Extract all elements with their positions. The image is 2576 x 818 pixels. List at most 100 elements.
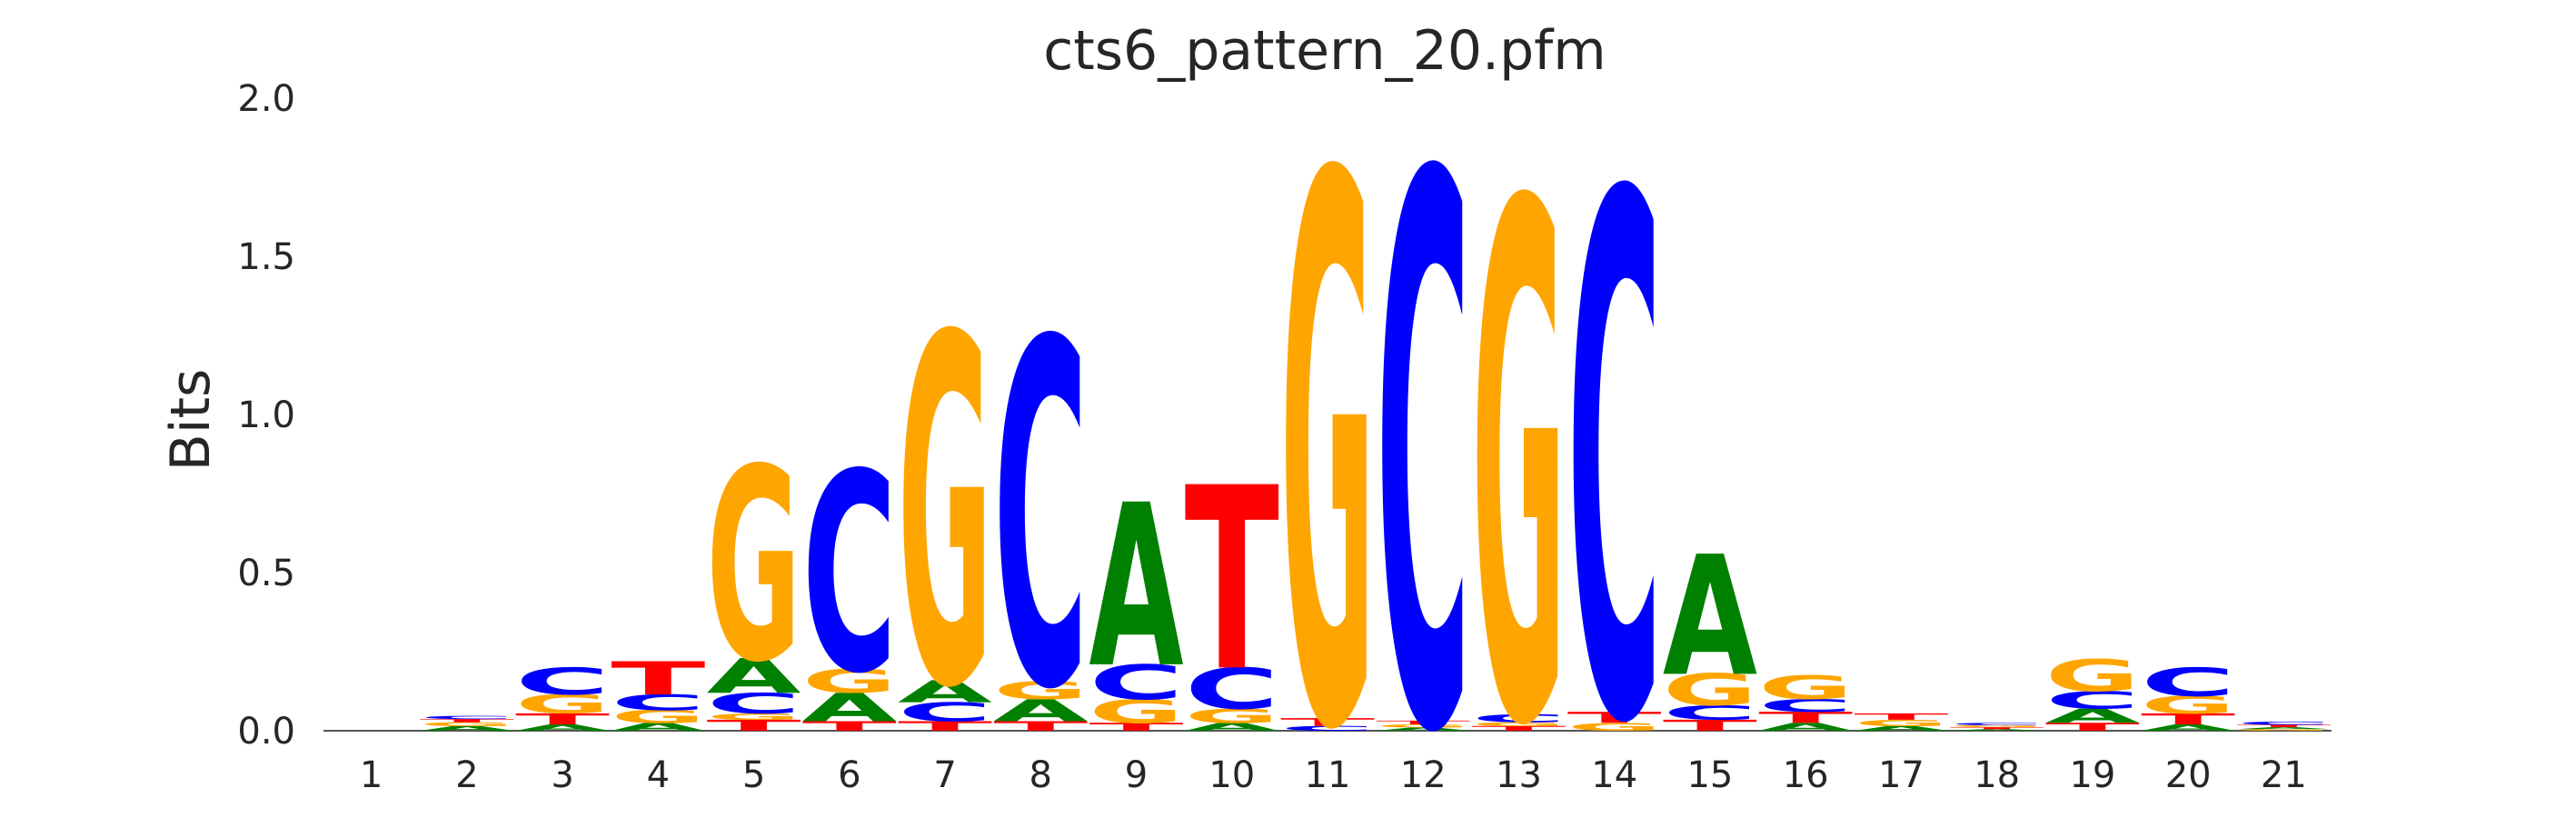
logo-letter-c: C <box>420 715 514 721</box>
logo-letter-t: T <box>1280 716 1375 729</box>
x-tick-label: 13 <box>1496 754 1542 796</box>
logo-letter-g: G <box>1758 669 1853 707</box>
logo-letter-g: G <box>1089 693 1183 731</box>
y-tick-label: 0.5 <box>237 553 295 594</box>
logo-letter-g: G <box>1567 721 1662 733</box>
y-axis-label: Bits <box>159 369 223 472</box>
logo-stack-position-14: GTC <box>1567 49 1662 818</box>
x-tick-label: 16 <box>1783 754 1829 796</box>
x-tick-label: 20 <box>2165 754 2212 796</box>
logo-letter-c: C <box>1567 49 1662 818</box>
logo-letter-a: A <box>1854 724 1949 732</box>
logo-letter-a: A <box>1089 457 1183 718</box>
logo-letter-t: T <box>993 719 1088 734</box>
logo-stack-position-17: AGT <box>1854 712 1949 733</box>
chart-title: cts6_pattern_20.pfm <box>1043 19 1606 83</box>
logo-letter-t: T <box>1854 712 1948 722</box>
logo-letter-g: G <box>1950 724 2044 728</box>
logo-letter-c: C <box>993 243 1088 793</box>
logo-letter-c: C <box>515 660 610 703</box>
logo-letter-t: T <box>1089 721 1183 733</box>
logo-letter-a: A <box>1663 521 1757 713</box>
logo-letter-a: A <box>993 693 1088 729</box>
logo-letter-g: G <box>706 712 801 722</box>
x-tick-label: 1 <box>360 754 383 796</box>
x-tick-label: 17 <box>1878 754 1925 796</box>
logo-letter-t: T <box>706 716 801 734</box>
logo-letter-c: C <box>1758 695 1853 715</box>
logo-letter-g: G <box>1854 718 1948 728</box>
logo-letter-g: G <box>611 707 705 727</box>
logo-letter-g: G <box>1280 23 1375 818</box>
logo-letter-t: T <box>1758 709 1853 727</box>
x-tick-label: 2 <box>455 754 478 796</box>
logo-letter-t: T <box>611 653 705 705</box>
logo-letter-t: T <box>2141 711 2235 729</box>
logo-letter-t: T <box>1663 716 1757 734</box>
logo-letter-g: G <box>2141 692 2235 720</box>
logo-letter-g: G <box>420 722 514 728</box>
logo-letter-t: T <box>1567 709 1662 727</box>
logo-letter-t: T <box>1950 727 2045 730</box>
logo-stack-position-11: CTG <box>1280 23 1375 818</box>
x-tick-label: 6 <box>838 754 860 796</box>
logo-letter-a: A <box>802 685 897 731</box>
x-tick-label: 11 <box>1305 754 1351 796</box>
logo-letter-g: G <box>1471 60 1566 818</box>
logo-letter-a: A <box>2236 727 2332 730</box>
logo-letter-c: C <box>2236 721 2331 726</box>
logo-letter-t: T <box>898 719 992 734</box>
logo-letter-c: C <box>1089 655 1183 711</box>
x-tick-label: 18 <box>1974 754 2020 796</box>
logo-letter-a: A <box>1950 729 2045 732</box>
x-tick-label: 19 <box>2069 754 2115 796</box>
logo-letter-g: G <box>1663 665 1757 716</box>
logo-letter-c: C <box>611 691 705 716</box>
logo-letter-t: T <box>1185 434 1279 727</box>
logo-letter-g: G <box>1376 723 1470 729</box>
logo-letter-c: C <box>1185 656 1279 723</box>
logo-letter-c: C <box>2141 660 2235 705</box>
logo-letter-g: G <box>802 663 897 701</box>
logo-letter-g: G <box>2045 651 2140 702</box>
x-tick-label: 21 <box>2261 754 2307 796</box>
x-tick-label: 3 <box>551 754 573 796</box>
x-tick-label: 5 <box>742 754 765 796</box>
y-axis-ticks: 0.0 0.5 1.0 1.5 2.0 <box>237 78 295 753</box>
logo-letter-a: A <box>706 649 801 704</box>
logo-letter-a: A <box>611 721 705 733</box>
logo-letter-c: C <box>1280 724 1375 732</box>
logo-letter-a: A <box>1185 721 1279 733</box>
logo-letter-a: A <box>2141 723 2235 733</box>
logo-letter-c: C <box>802 417 897 734</box>
logo-letter-t: T <box>2236 724 2332 728</box>
x-tick-label: 4 <box>647 754 670 796</box>
logo-letter-a: A <box>1376 727 1471 733</box>
logo-letter-c: C <box>1471 713 1566 725</box>
x-tick-label: 14 <box>1591 754 1637 796</box>
logo-letter-t: T <box>802 719 897 734</box>
logo-letter-t: T <box>2045 721 2140 733</box>
x-tick-label: 12 <box>1400 754 1447 796</box>
logo-letter-a: A <box>420 724 515 732</box>
y-tick-label: 0.0 <box>237 711 295 753</box>
logo-letter-c: C <box>1663 702 1757 724</box>
logo-letter-a: A <box>515 723 610 733</box>
logo-letter-a: A <box>2045 704 2141 727</box>
